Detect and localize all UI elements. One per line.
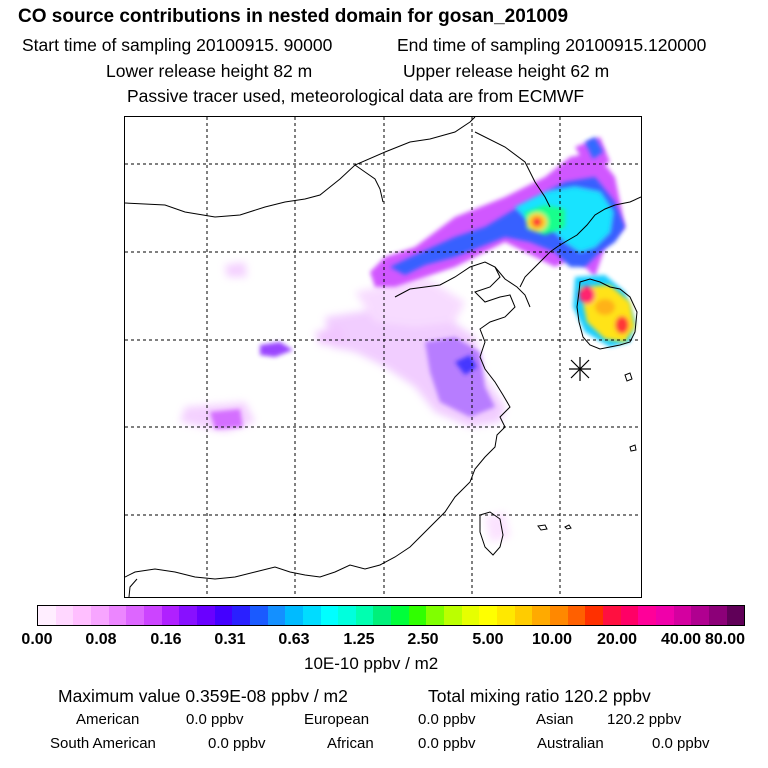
colorbar-cell: [196, 606, 215, 625]
colorbar-cell: [408, 606, 427, 625]
colorbar-cell: [373, 606, 392, 625]
colorbar-cell: [585, 606, 603, 625]
colorbar-cell: [514, 606, 533, 625]
european-label: European: [304, 711, 370, 728]
colorbar-cell: [73, 606, 91, 625]
colorbar: [37, 605, 745, 626]
colorbar-cell: [708, 606, 727, 625]
map-canvas: [124, 116, 642, 638]
colorbar-cell: [532, 606, 551, 625]
asian-value: 120.2 ppbv: [607, 711, 682, 728]
colorbar-cell: [638, 606, 656, 625]
colorbar-cell: [550, 606, 568, 625]
colorbar-tick-label: 0.00: [21, 631, 53, 648]
colorbar-cell: [479, 606, 498, 625]
south-american-value: 0.0 ppbv: [208, 735, 266, 752]
european-value: 0.0 ppbv: [418, 711, 476, 728]
start-time-label: Start time of sampling 20100915. 90000: [22, 35, 333, 55]
australian-value: 0.0 ppbv: [652, 735, 710, 752]
colorbar-cell: [108, 606, 127, 625]
colorbar-cell: [461, 606, 480, 625]
colorbar-cell: [55, 606, 74, 625]
colorbar-cell: [603, 606, 621, 625]
colorbar-cell: [673, 606, 692, 625]
colorbar-cell: [338, 606, 356, 625]
colorbar-unit-label: 10E-10 ppbv / m2: [304, 654, 439, 673]
colorbar-cell: [620, 606, 639, 625]
colorbar-cell: [161, 606, 180, 625]
colorbar-cell: [497, 606, 515, 625]
colorbar-tick-label: 0.08: [85, 631, 117, 648]
colorbar-cell: [355, 606, 374, 625]
colorbar-cell: [302, 606, 321, 625]
colorbar-cell: [391, 606, 409, 625]
concentration-field: [180, 137, 635, 542]
colorbar-cell: [232, 606, 250, 625]
receptor-marker-icon: [569, 357, 591, 381]
colorbar-cell: [267, 606, 286, 625]
colorbar-cell: [691, 606, 709, 625]
lat-lon-grid: [125, 117, 641, 597]
colorbar-cell: [285, 606, 303, 625]
colorbar-tick-label: 5.00: [472, 631, 504, 648]
maximum-value: Maximum value 0.359E-08 ppbv / m2: [58, 686, 348, 706]
colorbar-tick-label: 0.31: [214, 631, 246, 648]
african-value: 0.0 ppbv: [418, 735, 476, 752]
colorbar-tick-label: 0.63: [278, 631, 310, 648]
end-time-label: End time of sampling 20100915.120000: [397, 35, 707, 55]
colorbar-tick-label: 10.00: [531, 631, 573, 648]
colorbar-cell: [567, 606, 586, 625]
colorbar-cell: [320, 606, 339, 625]
colorbar-cell: [179, 606, 197, 625]
tracer-note: Passive tracer used, meteorological data…: [127, 86, 585, 106]
colorbar-cell: [90, 606, 109, 625]
asian-label: Asian: [536, 711, 574, 728]
total-mixing-ratio: Total mixing ratio 120.2 ppbv: [428, 686, 651, 706]
colorbar-cell: [444, 606, 462, 625]
colorbar-tick-label: 20.00: [596, 631, 638, 648]
american-label: American: [76, 711, 140, 728]
colorbar-tick-label: 0.16: [150, 631, 182, 648]
colorbar-tick-label: 2.50: [407, 631, 439, 648]
colorbar-cell: [726, 606, 745, 625]
colorbar-cell: [214, 606, 233, 625]
colorbar-tick-label: 80.00: [704, 631, 746, 648]
colorbar-cell: [143, 606, 162, 625]
colorbar-cell: [426, 606, 445, 625]
map-title: CO source contributions in nested domain…: [18, 6, 569, 27]
american-value: 0.0 ppbv: [186, 711, 244, 728]
coastlines: [124, 116, 642, 638]
colorbar-tick-label: 40.00: [660, 631, 702, 648]
colorbar-cell: [249, 606, 268, 625]
south-american-label: South American: [50, 735, 156, 752]
map-panel: [124, 116, 642, 638]
colorbar-cell: [126, 606, 144, 625]
african-label: African: [327, 735, 374, 752]
colorbar-tick-label: 1.25: [343, 631, 375, 648]
upper-release-label: Upper release height 62 m: [403, 61, 610, 81]
colorbar-cell: [38, 606, 56, 625]
australian-label: Australian: [537, 735, 604, 752]
colorbar-cell: [655, 606, 674, 625]
lower-release-label: Lower release height 82 m: [106, 61, 313, 81]
